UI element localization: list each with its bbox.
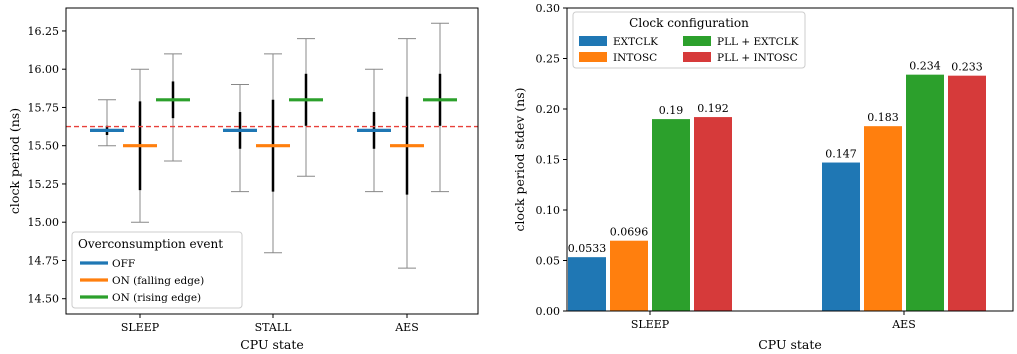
bar <box>864 126 902 311</box>
x-axis-label: CPU state <box>758 337 822 352</box>
y-tick-label: 14.75 <box>28 254 60 267</box>
bar-value-label: 0.183 <box>867 111 899 124</box>
bar-value-label: 0.147 <box>825 148 857 161</box>
bar-value-label: 0.234 <box>909 60 941 73</box>
legend-label: ON (falling edge) <box>112 275 204 287</box>
legend-swatch <box>683 36 711 46</box>
plot-frame <box>65 7 479 315</box>
y-tick-label: 15.50 <box>28 140 60 153</box>
x-tick-label: SLEEP <box>121 321 160 334</box>
y-tick-label: 0.05 <box>536 255 561 268</box>
bar <box>822 162 860 311</box>
bar <box>652 119 690 311</box>
legend-label: PLL + EXTCLK <box>717 36 799 48</box>
legend-swatch <box>683 52 711 62</box>
y-tick-label: 0.20 <box>536 103 561 116</box>
bar-value-label: 0.19 <box>659 104 684 117</box>
bar <box>568 257 606 311</box>
legend-swatch <box>579 52 607 62</box>
legend-title: Clock configuration <box>629 16 749 30</box>
y-tick-label: 16.00 <box>28 63 60 76</box>
bar <box>694 117 732 311</box>
y-tick-label: 15.25 <box>28 178 60 191</box>
bar <box>610 240 648 311</box>
y-tick-label: 0.30 <box>536 2 561 15</box>
bar <box>906 74 944 311</box>
y-tick-label: 15.00 <box>28 216 60 229</box>
y-tick-label: 0.00 <box>536 305 561 318</box>
y-axis-label: clock period stdev (ns) <box>512 87 527 231</box>
y-tick-label: 0.15 <box>536 154 561 167</box>
plot-frame <box>566 7 1014 312</box>
legend-label: OFF <box>112 258 135 270</box>
y-tick-label: 0.25 <box>536 53 561 66</box>
x-tick-label: AES <box>394 321 419 334</box>
clock-period-errorbar-chart: 14.50 14.75 15.00 15.25 15.50 15.75 16.00 16.25… <box>7 7 479 352</box>
y-tick-label: 0.10 <box>536 204 561 217</box>
legend-label: ON (rising edge) <box>112 292 201 304</box>
bar-value-label: 0.0533 <box>568 242 607 255</box>
bar <box>948 75 986 311</box>
bar-value-label: 0.192 <box>697 102 729 115</box>
legend-label: EXTCLK <box>613 36 658 48</box>
x-tick-label: STALL <box>255 321 293 334</box>
legend-title: Overconsumption event <box>78 237 223 251</box>
y-axis-label: clock period (ns) <box>7 108 22 214</box>
legend-box <box>71 231 243 309</box>
x-tick-label: AES <box>891 318 916 331</box>
y-tick-label: 16.25 <box>28 25 60 38</box>
y-tick-label: 14.50 <box>28 293 60 306</box>
x-axis-label: CPU state <box>240 337 304 352</box>
legend-swatch <box>579 36 607 46</box>
y-tick-label: 15.75 <box>28 101 60 114</box>
legend-label: PLL + INTOSC <box>717 52 798 64</box>
legend-label: INTOSC <box>613 52 657 64</box>
bar-value-label: 0.233 <box>951 61 983 74</box>
x-tick-label: SLEEP <box>631 318 670 331</box>
clock-period-stdev-bar-chart: 0.00 0.05 0.10 0.15 0.20 0.25 0.30 SLEEP AES 0.05… <box>512 2 1014 352</box>
bar-value-label: 0.0696 <box>610 226 649 239</box>
